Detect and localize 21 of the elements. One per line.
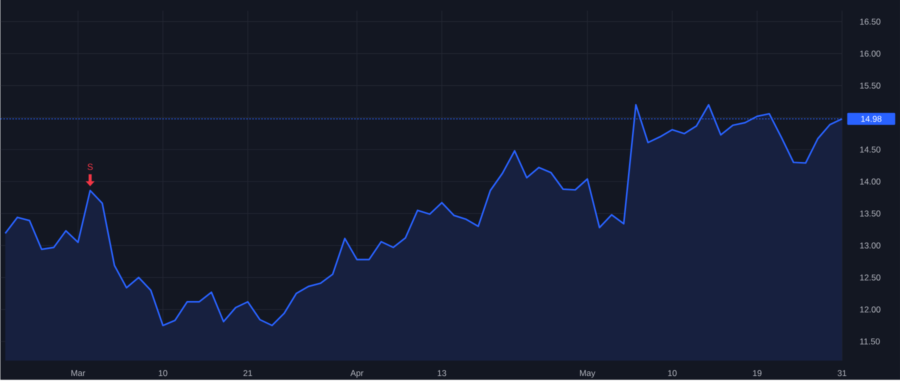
- x-tick-label: 31: [838, 370, 846, 376]
- x-tick-label: 19: [753, 370, 762, 376]
- y-tick-label: 14.00: [860, 178, 880, 185]
- y-tick-label: 16.00: [860, 50, 880, 57]
- y-tick-label: 14.50: [860, 146, 880, 153]
- x-tick-label: Apr: [350, 370, 364, 378]
- y-tick-label: 11.50: [860, 338, 880, 344]
- x-tick-label: Mar: [71, 370, 86, 376]
- annotation: S: [88, 164, 93, 170]
- ref-line-label: 14.98: [861, 116, 882, 122]
- x-tick-label: 10: [668, 370, 677, 376]
- y-tick-label: 13.00: [860, 242, 880, 248]
- y-tick-label: 15.50: [860, 82, 880, 89]
- y-tick-label: 12.00: [860, 306, 880, 312]
- y-tick-label: 16.50: [860, 18, 880, 25]
- x-tick-label: May: [580, 370, 596, 378]
- y-tick-label: 12.50: [860, 274, 880, 280]
- x-tick-label: 10: [158, 370, 168, 376]
- x-tick-label: 13: [438, 370, 446, 376]
- y-tick-label: 13.50: [860, 210, 880, 217]
- x-tick-label: 21: [244, 370, 252, 376]
